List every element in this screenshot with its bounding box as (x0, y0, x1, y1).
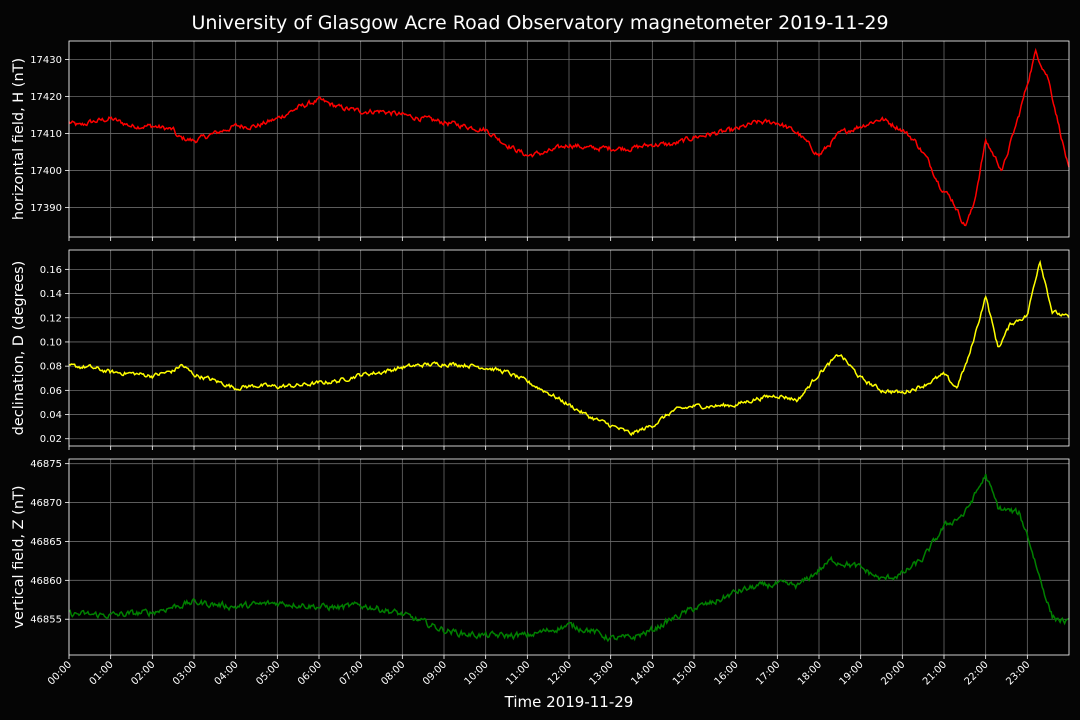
x-tick-label: 20:00 (879, 659, 907, 687)
y-tick-label: 0.06 (40, 386, 62, 397)
panel-3: 46855 46860 46865 46870 46875 vertical field,… (11, 458, 1070, 659)
x-tick-label: 03:00 (171, 659, 199, 687)
x-tick-label: 01:00 (88, 659, 116, 687)
x-tick-label: 18:00 (796, 659, 824, 687)
series-line-1 (68, 47, 1070, 227)
y-tick-label: 0.14 (40, 289, 62, 300)
x-tick-label: 11:00 (504, 659, 532, 687)
x-tick-label: 08:00 (379, 659, 407, 687)
series-line-2 (68, 259, 1070, 437)
y-tick-label: 0.12 (40, 313, 62, 324)
x-tick-label: 07:00 (338, 659, 366, 687)
x-tick-label: 00:00 (46, 659, 74, 687)
x-tick-label: 14:00 (629, 659, 657, 687)
y-axis-label: vertical field, Z (nT) (11, 485, 27, 628)
series-line-3 (68, 473, 1070, 643)
x-tick-label: 12:00 (546, 659, 574, 687)
y-tick-label: 0.02 (40, 434, 62, 445)
y-tick-label: 46865 (30, 537, 62, 548)
plot-frame-1 (68, 40, 1070, 238)
plot-frame-2 (68, 249, 1070, 447)
y-tick-label: 17420 (30, 92, 62, 103)
x-tick-label: 17:00 (754, 659, 782, 687)
x-tick-label: 05:00 (254, 659, 282, 687)
x-tick-label: 22:00 (963, 659, 991, 687)
y-tick-label: 46875 (30, 459, 62, 470)
y-tick-label: 0.10 (40, 337, 62, 348)
y-tick-label: 0.08 (40, 362, 62, 373)
x-tick-label: 19:00 (838, 659, 866, 687)
y-tick-label: 17410 (30, 129, 62, 140)
chart-title: University of Glasgow Acre Road Observat… (191, 12, 888, 34)
y-tick-label: 17390 (30, 203, 62, 214)
y-tick-label: 0.04 (40, 410, 62, 421)
y-axis-label: horizontal field, H (nT) (11, 58, 27, 220)
y-tick-label: 0.16 (40, 265, 62, 276)
panel-2: 0.02 0.04 0.06 0.08 0.10 0.12 0.14 0.16 declinat… (11, 249, 1070, 450)
x-tick-label: 13:00 (588, 659, 616, 687)
x-tick-label: 04:00 (213, 659, 241, 687)
plot-frame-3 (68, 458, 1070, 656)
y-axis-label: declination, D (degrees) (11, 261, 27, 436)
x-tick-label: 21:00 (921, 659, 949, 687)
x-tick-label: 10:00 (463, 659, 491, 687)
y-tick-label: 46860 (30, 576, 62, 587)
x-tick-label: 16:00 (713, 659, 741, 687)
x-tick-label: 02:00 (129, 659, 157, 687)
x-axis-label: Time 2019-11-29 (504, 693, 634, 711)
x-tick-label: 06:00 (296, 659, 324, 687)
y-tick-label: 46855 (30, 615, 62, 626)
y-tick-label: 17430 (30, 55, 62, 66)
x-tick-label: 23:00 (1004, 659, 1032, 687)
x-tick-label: 15:00 (671, 659, 699, 687)
x-tick-label: 09:00 (421, 659, 449, 687)
y-tick-label: 46870 (30, 498, 62, 509)
y-tick-label: 17400 (30, 166, 62, 177)
